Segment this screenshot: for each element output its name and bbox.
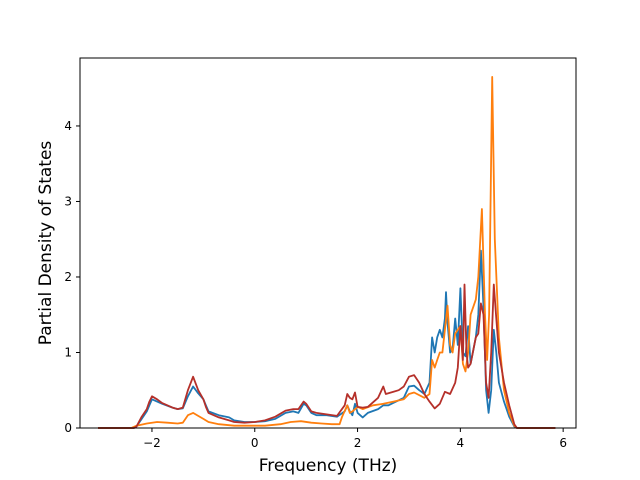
series-line-1 xyxy=(98,249,556,429)
y-tick-label: 1 xyxy=(64,345,72,359)
x-tick-label: 2 xyxy=(354,436,362,450)
series-line-2 xyxy=(98,76,556,429)
x-tick-label: −2 xyxy=(143,436,161,450)
y-tick-label: 3 xyxy=(64,194,72,208)
y-tick-label: 4 xyxy=(64,119,72,133)
y-axis: 0 1 2 3 4 xyxy=(64,119,80,435)
x-tick-label: 0 xyxy=(251,436,259,450)
y-tick-label: 0 xyxy=(64,421,72,435)
x-tick-label: 4 xyxy=(457,436,465,450)
x-axis: −2 0 2 4 6 xyxy=(143,428,567,450)
series-line-3 xyxy=(98,283,556,429)
x-tick-label: 6 xyxy=(559,436,567,450)
plot-frame xyxy=(79,57,577,429)
x-axis-label: Frequency (THz) xyxy=(259,456,398,476)
series-layer xyxy=(98,76,556,429)
y-axis-label: Partial Density of States xyxy=(36,141,56,346)
y-tick-label: 2 xyxy=(64,270,72,284)
